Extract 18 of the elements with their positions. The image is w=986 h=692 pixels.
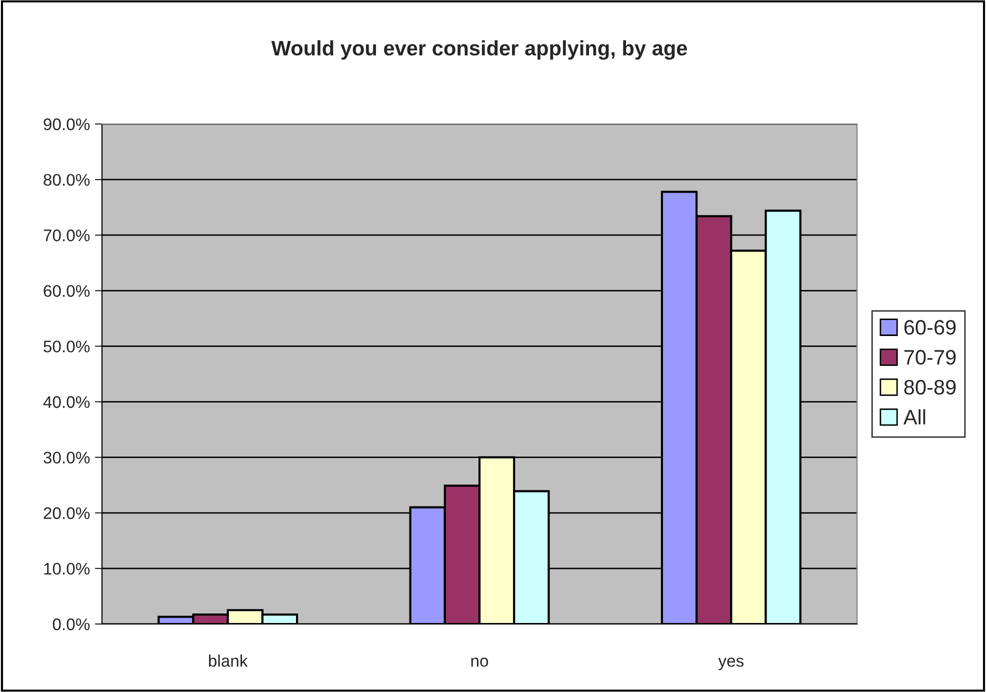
x-tick-label: blank (208, 654, 248, 667)
legend-label: All (903, 409, 926, 424)
y-tick-label: 0.0% (52, 618, 90, 630)
y-tick-label: 90.0% (44, 118, 90, 130)
legend-label: 70-79 (904, 350, 956, 365)
y-tick-label: 60.0% (44, 285, 90, 297)
y-tick-label: 40.0% (43, 396, 90, 408)
legend-label: 60-69 (904, 320, 956, 335)
y-tick-label: 80.0% (44, 174, 90, 186)
y-tick-label: 20.0% (44, 507, 90, 520)
y-tick-label: 10.0% (44, 562, 90, 575)
y-tick-label: 70.0% (44, 230, 90, 242)
y-tick-label: 30.0% (44, 452, 90, 464)
x-tick-label: yes (718, 658, 744, 670)
chart-title: Would you ever consider applying, by age (271, 40, 687, 60)
legend-label: 80-89 (904, 380, 956, 395)
y-tick-label: 50.0% (44, 340, 90, 352)
x-tick-label: no (471, 658, 488, 667)
